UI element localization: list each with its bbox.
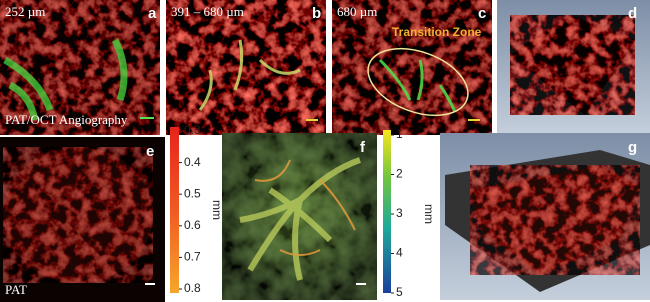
panel-note: PAT (5, 282, 27, 297)
vessels (239, 157, 361, 281)
panel-b-texture (166, 0, 326, 135)
colorbar (170, 127, 179, 293)
panel-label: f (360, 139, 366, 156)
colorbar-unit: mm (210, 200, 224, 220)
colorbar-tick-label: 0.5 (184, 186, 201, 200)
panel-label: d (628, 5, 637, 22)
panel-a-texture (0, 0, 160, 135)
zone-ellipse (367, 47, 469, 117)
colorbar-tick-label: 0.7 (184, 250, 201, 264)
panel-caption: 391 – 680 µm (171, 4, 244, 19)
vessel-texture (470, 165, 640, 275)
panel-c-texture (332, 0, 492, 135)
panel-note: PAT/OCT Angiography (5, 112, 128, 127)
panel-caption: 680 µm (337, 4, 377, 19)
panel-label: a (148, 5, 157, 22)
colorbar (383, 130, 391, 293)
panel-label: b (312, 5, 321, 22)
panel-caption: 252 µm (5, 4, 45, 19)
green-vessels (378, 58, 457, 113)
colorbar-tick-label: 0.3 (184, 123, 201, 137)
colorbar-tick-label: 2 (396, 167, 403, 181)
panel-label: e (146, 143, 154, 160)
vessels (198, 39, 301, 111)
colorbar-tick-label: 4 (396, 246, 403, 260)
volume-texture (510, 15, 635, 115)
annotation: Transition Zone (392, 25, 482, 39)
colorbar-tick-label: 5 (396, 285, 403, 299)
green-vessels (3, 38, 128, 121)
panel-label: c (478, 5, 486, 22)
colorbar-tick-label: 3 (396, 206, 403, 220)
colorbar-tick-label: 0.6 (184, 218, 201, 232)
colorbar-tick-label: 0.8 (184, 281, 201, 295)
sample-texture (3, 147, 153, 283)
colorbar-unit: mm (422, 204, 436, 224)
small-vessels (254, 159, 356, 256)
colorbar-tick-label: 0.4 (184, 155, 201, 169)
colorbar-tick-label: 1 (396, 127, 403, 141)
panel-label: g (628, 139, 637, 156)
